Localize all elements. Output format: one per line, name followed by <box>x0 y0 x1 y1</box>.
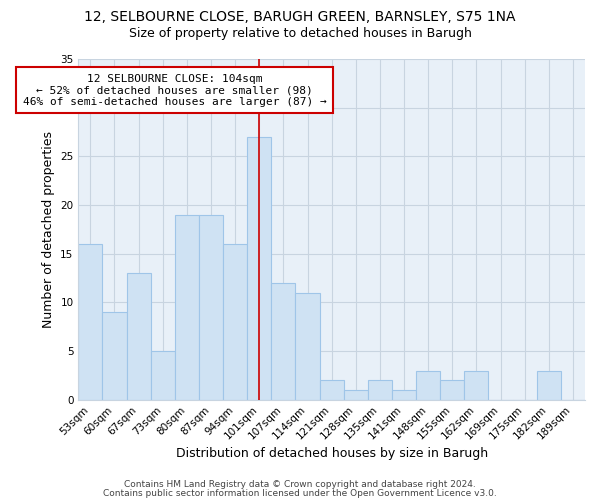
Bar <box>103 312 127 400</box>
Bar <box>320 380 344 400</box>
Bar <box>464 370 488 400</box>
Bar <box>247 137 271 400</box>
Bar <box>175 215 199 400</box>
Bar <box>344 390 368 400</box>
Text: Size of property relative to detached houses in Barugh: Size of property relative to detached ho… <box>128 28 472 40</box>
Bar <box>151 351 175 400</box>
Bar <box>368 380 392 400</box>
Text: Contains public sector information licensed under the Open Government Licence v3: Contains public sector information licen… <box>103 490 497 498</box>
Y-axis label: Number of detached properties: Number of detached properties <box>41 131 55 328</box>
Bar <box>537 370 561 400</box>
Bar <box>199 215 223 400</box>
Text: 12, SELBOURNE CLOSE, BARUGH GREEN, BARNSLEY, S75 1NA: 12, SELBOURNE CLOSE, BARUGH GREEN, BARNS… <box>84 10 516 24</box>
Bar <box>392 390 416 400</box>
Text: 12 SELBOURNE CLOSE: 104sqm
← 52% of detached houses are smaller (98)
46% of semi: 12 SELBOURNE CLOSE: 104sqm ← 52% of deta… <box>23 74 326 107</box>
X-axis label: Distribution of detached houses by size in Barugh: Distribution of detached houses by size … <box>176 447 488 460</box>
Text: Contains HM Land Registry data © Crown copyright and database right 2024.: Contains HM Land Registry data © Crown c… <box>124 480 476 489</box>
Bar <box>271 283 295 400</box>
Bar <box>416 370 440 400</box>
Bar <box>440 380 464 400</box>
Bar <box>223 244 247 400</box>
Bar <box>295 292 320 400</box>
Bar <box>127 273 151 400</box>
Bar <box>79 244 103 400</box>
